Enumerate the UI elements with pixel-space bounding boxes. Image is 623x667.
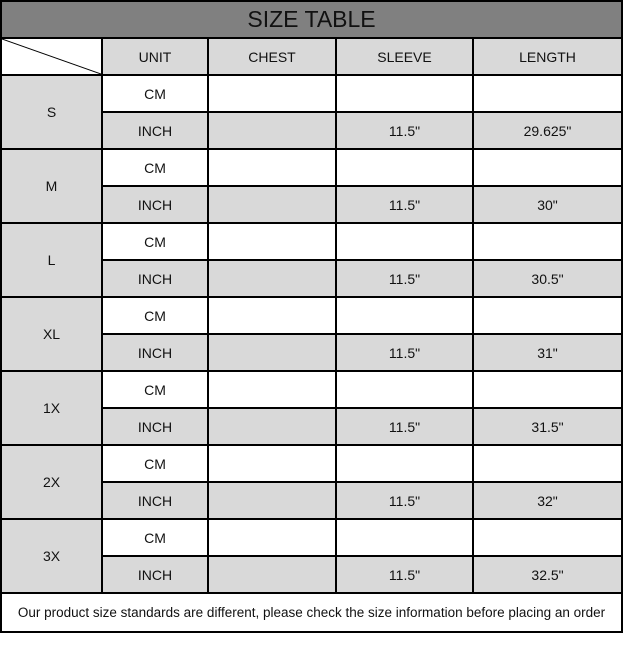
sleeve-cell: 11.5" [335,259,474,298]
size-label: S [0,74,103,150]
table-row: INCH 11.5" 32.5" [1,555,623,594]
sleeve-cell: 11.5" [335,481,474,520]
length-cell [471,148,623,187]
unit-cell: CM [101,148,209,187]
table-row: L CM [0,222,623,298]
sleeve-cell [335,74,474,113]
unit-cell: CM [101,74,209,113]
size-table-container: SIZE TABLE UNIT CHEST SLEEVE LENGTH S CM I… [0,0,623,633]
size-label: 3X [0,518,103,594]
unit-cell: INCH [101,555,209,594]
sleeve-cell: 11.5" [335,555,474,594]
chest-cell [207,259,337,298]
sleeve-cell: 11.5" [335,333,474,372]
unit-cell: CM [101,296,209,335]
header-sleeve: SLEEVE [335,37,474,76]
length-cell: 30" [471,185,623,224]
chest-cell [207,111,337,150]
header-unit: UNIT [101,37,209,76]
size-label: XL [0,296,103,372]
sleeve-cell [335,518,474,557]
chest-cell [207,74,337,113]
length-cell [471,444,623,483]
chest-cell [207,222,337,261]
sleeve-cell [335,444,474,483]
chest-cell [207,444,337,483]
table-title: SIZE TABLE [0,0,623,39]
length-cell: 30.5" [471,259,623,298]
unit-cell: INCH [101,333,209,372]
table-row: 1X CM [0,370,623,446]
chest-cell [207,407,337,446]
unit-cell: CM [101,370,209,409]
header-chest: CHEST [207,37,337,76]
size-label: 1X [0,370,103,446]
sleeve-cell: 11.5" [335,407,474,446]
sleeve-cell [335,148,474,187]
length-cell: 32.5" [471,555,623,594]
unit-cell: CM [101,222,209,261]
length-cell [471,222,623,261]
chest-cell [207,481,337,520]
table-row: 3X CM [0,518,623,594]
sleeve-cell: 11.5" [335,185,474,224]
table-row: INCH 11.5" 30" [1,185,623,224]
length-cell [471,296,623,335]
footer-note: Our product size standards are different… [0,592,623,633]
length-cell: 31" [471,333,623,372]
unit-cell: INCH [101,481,209,520]
size-table: SIZE TABLE UNIT CHEST SLEEVE LENGTH S CM I… [0,0,623,633]
unit-cell: CM [101,444,209,483]
table-row: M CM [0,148,623,224]
chest-cell [207,333,337,372]
table-row: S CM [0,74,623,150]
header-row: UNIT CHEST SLEEVE LENGTH [0,37,623,76]
length-cell: 29.625" [471,111,623,150]
length-cell [471,370,623,409]
sleeve-cell [335,222,474,261]
unit-cell: CM [101,518,209,557]
table-row: INCH 11.5" 31" [1,333,623,372]
table-row: INCH 11.5" 29.625" [1,111,623,150]
length-cell: 32" [471,481,623,520]
length-cell: 31.5" [471,407,623,446]
length-cell [471,74,623,113]
table-row: XL CM [0,296,623,372]
sleeve-cell [335,370,474,409]
chest-cell [207,148,337,187]
corner-diagonal-cell [0,37,103,76]
header-length: LENGTH [471,37,623,76]
chest-cell [207,296,337,335]
size-label: L [0,222,103,298]
length-cell [471,518,623,557]
unit-cell: INCH [101,111,209,150]
sleeve-cell: 11.5" [335,111,474,150]
chest-cell [207,555,337,594]
chest-cell [207,518,337,557]
chest-cell [207,370,337,409]
size-label: 2X [0,444,103,520]
sleeve-cell [335,296,474,335]
table-row: INCH 11.5" 32" [1,481,623,520]
chest-cell [207,185,337,224]
table-row: INCH 11.5" 31.5" [1,407,623,446]
table-row: 2X CM [0,444,623,520]
unit-cell: INCH [101,407,209,446]
table-row: INCH 11.5" 30.5" [1,259,623,298]
size-label: M [0,148,103,224]
unit-cell: INCH [101,259,209,298]
unit-cell: INCH [101,185,209,224]
